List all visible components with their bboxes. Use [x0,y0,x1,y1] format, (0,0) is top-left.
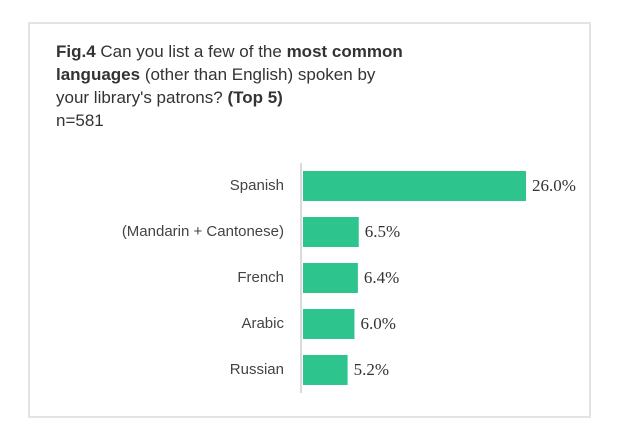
title-line: languages (other than English) spoken by [56,63,526,86]
title-run: (Top 5) [227,88,283,107]
bar [303,309,355,339]
title-run: languages [56,65,141,84]
title-run: Can you list a few of the [95,42,287,61]
title-line: Fig.4 Can you list a few of the most com… [56,40,526,63]
title-run: most common [286,42,403,61]
value-label: 6.5% [365,222,400,241]
category-label: Spanish [230,177,284,194]
value-label: 26.0% [532,176,576,195]
title-run: your library's patrons? [56,88,228,107]
value-label: 5.2% [354,360,389,379]
title-run: Fig.4 [56,42,96,61]
title-run: (other than English) spoken by [140,65,376,84]
bar [303,217,359,247]
bar [303,355,348,385]
category-label: Russian [230,361,284,378]
value-label: 6.4% [364,268,399,287]
bar [303,171,526,201]
category-label: (Mandarin + Cantonese) [122,223,284,240]
category-label: Arabic [241,315,284,332]
chart-title: Fig.4 Can you list a few of the most com… [56,40,526,132]
subtitle: n=581 [56,111,104,130]
value-label: 6.0% [360,314,395,333]
bar [303,263,358,293]
card [28,22,591,418]
title-line: your library's patrons? (Top 5) [56,86,526,109]
category-label: French [237,269,284,286]
